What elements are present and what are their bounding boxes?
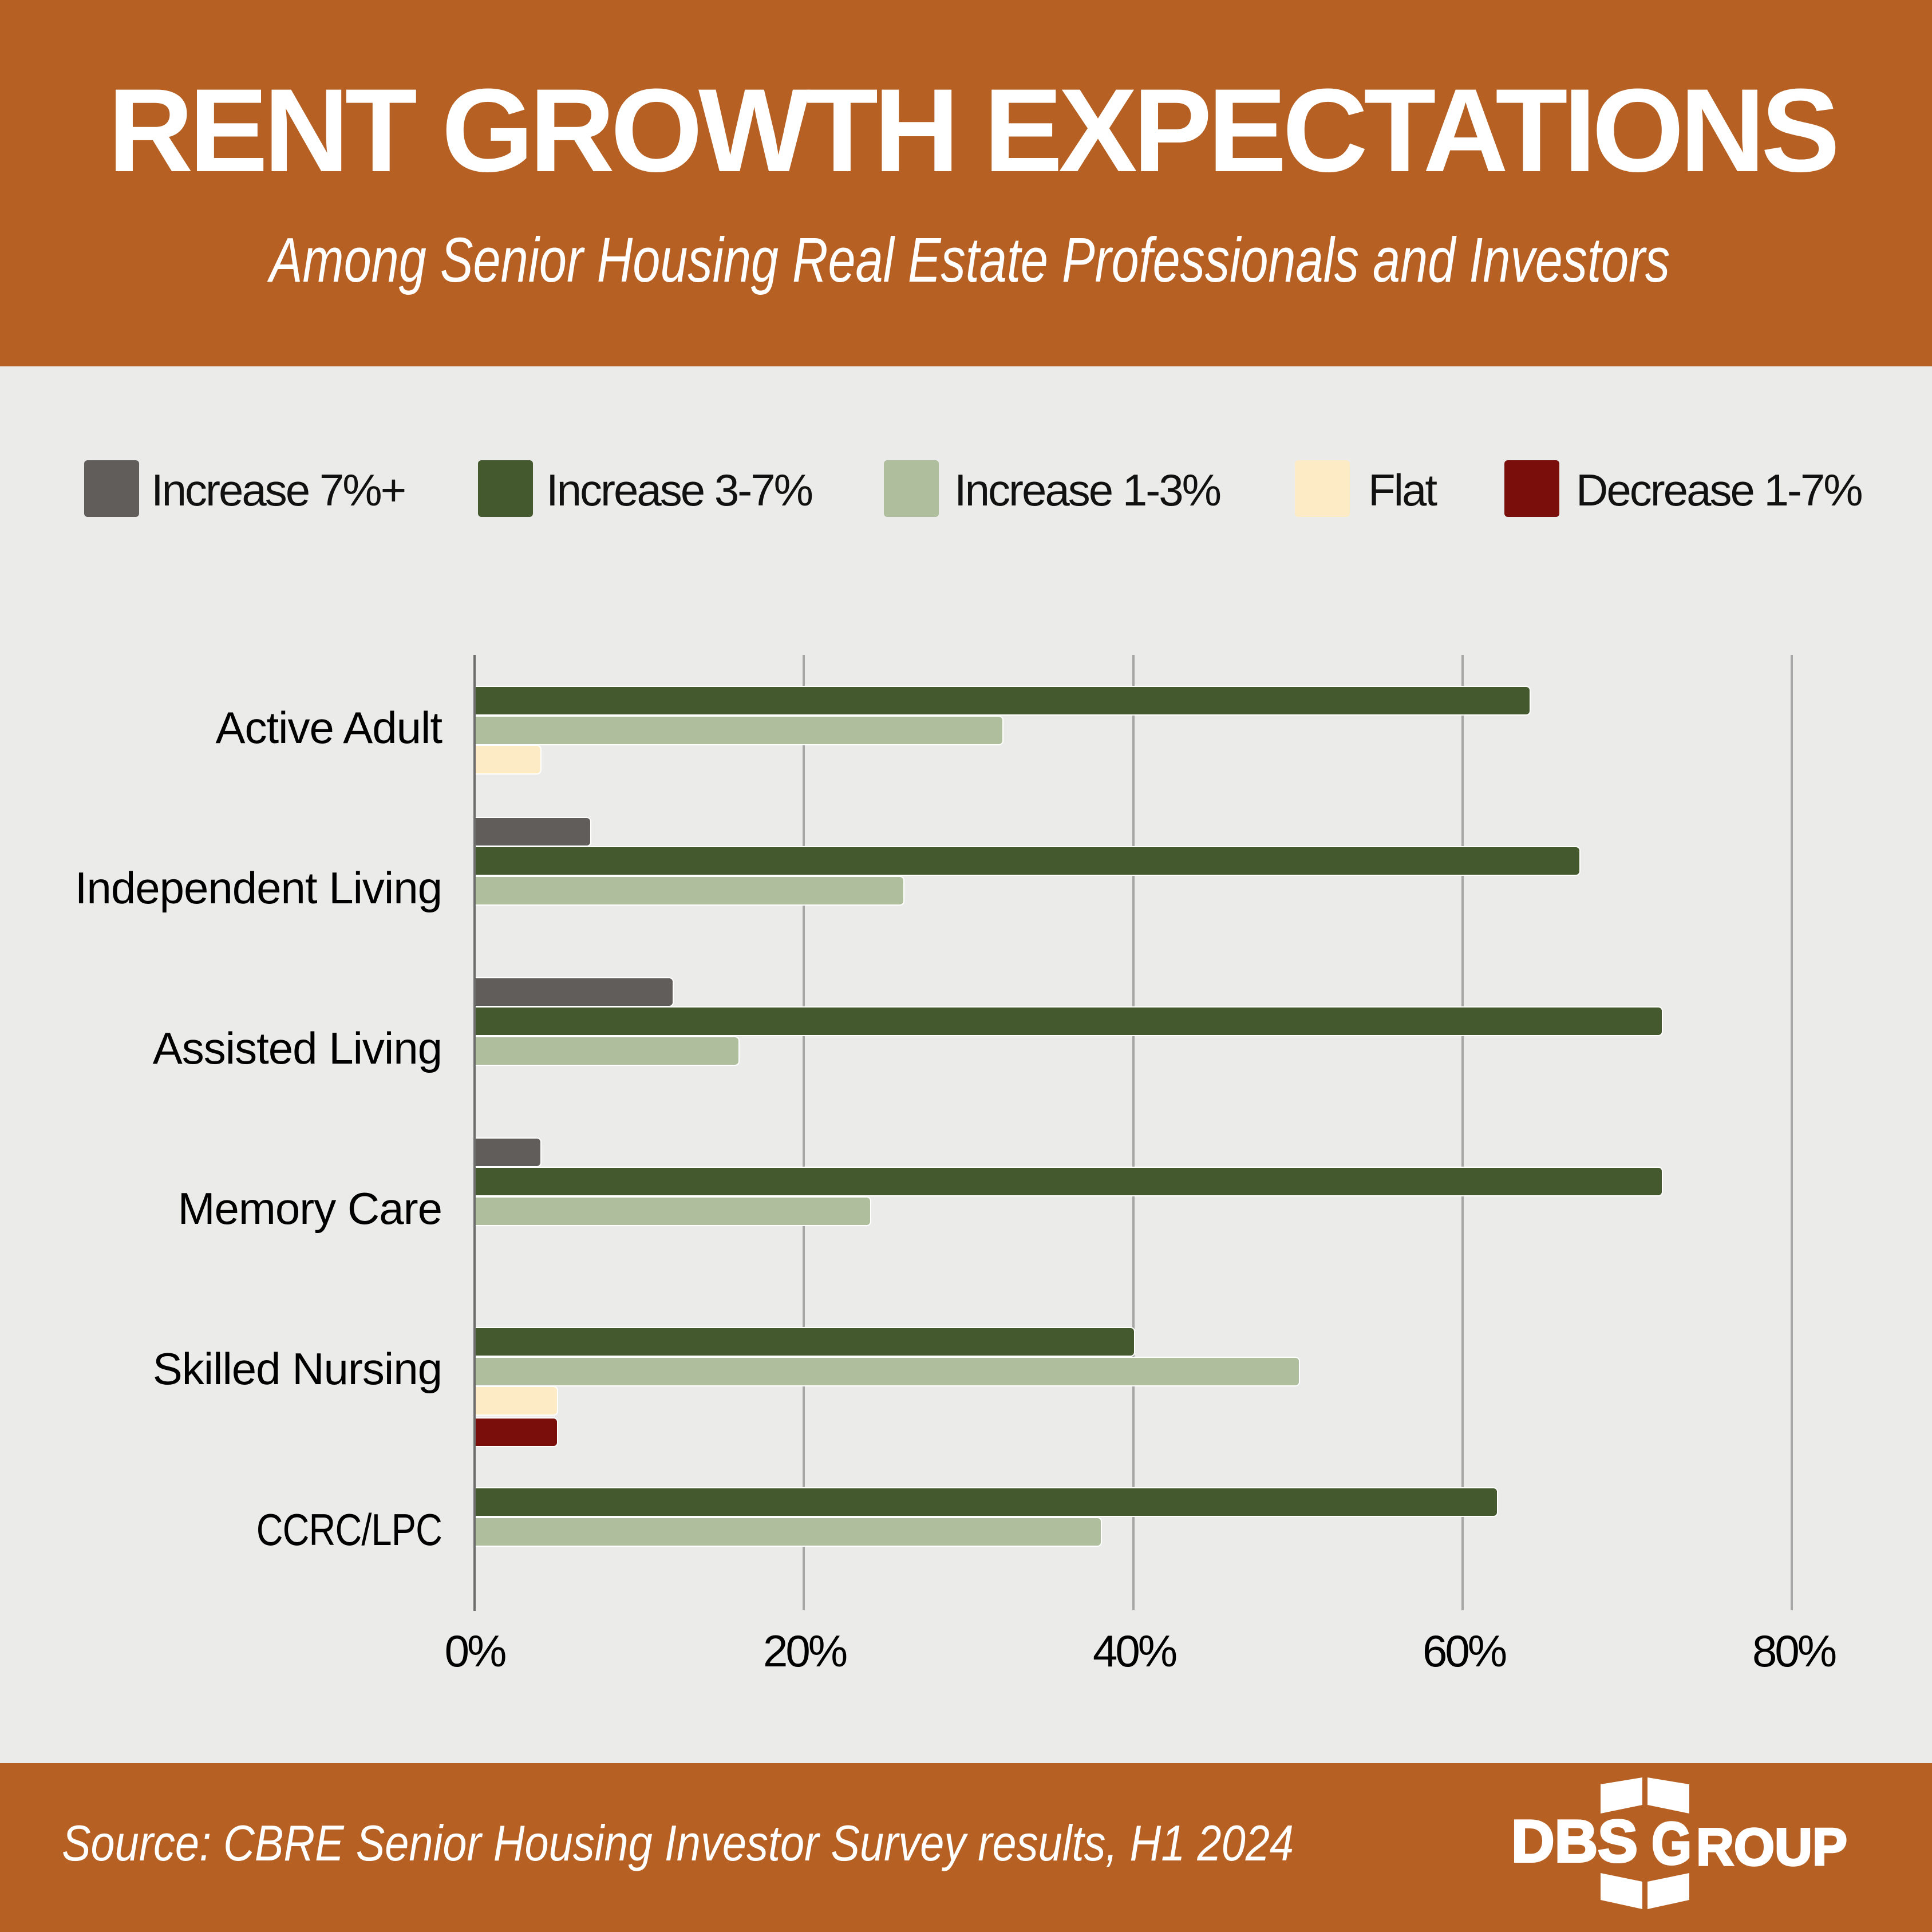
svg-text:DBS: DBS (1511, 1808, 1638, 1875)
svg-text:ROUP: ROUP (1696, 1818, 1847, 1876)
svg-text:G: G (1652, 1811, 1692, 1877)
